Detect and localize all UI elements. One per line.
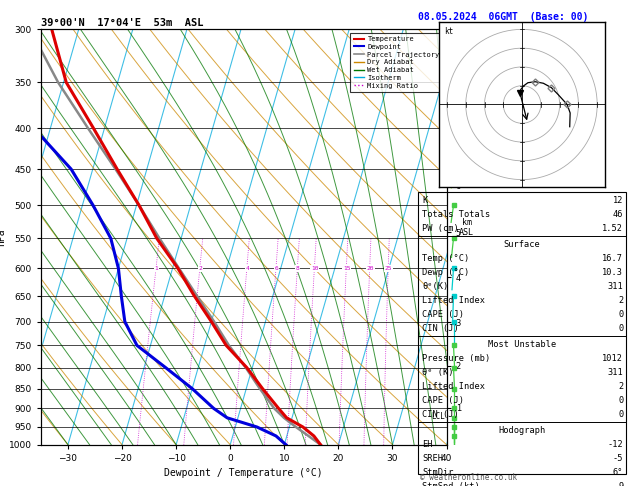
Text: Temp (°C): Temp (°C) xyxy=(422,254,469,263)
Text: 12: 12 xyxy=(613,196,623,205)
Text: Pressure (mb): Pressure (mb) xyxy=(422,354,491,363)
Text: 1.52: 1.52 xyxy=(603,225,623,233)
Text: CAPE (J): CAPE (J) xyxy=(422,397,464,405)
Text: 311: 311 xyxy=(608,368,623,377)
Text: 25: 25 xyxy=(385,266,392,271)
Text: 1: 1 xyxy=(155,266,159,271)
Text: 0: 0 xyxy=(618,397,623,405)
Text: 311: 311 xyxy=(608,282,623,291)
Text: 1012: 1012 xyxy=(603,354,623,363)
Text: 39°00'N  17°04'E  53m  ASL: 39°00'N 17°04'E 53m ASL xyxy=(41,18,203,28)
Text: 0: 0 xyxy=(618,311,623,319)
Text: StmSpd (kt): StmSpd (kt) xyxy=(422,482,480,486)
Text: SREH: SREH xyxy=(422,454,443,463)
Text: CAPE (J): CAPE (J) xyxy=(422,311,464,319)
Text: Hodograph: Hodograph xyxy=(498,426,546,435)
Text: 10.3: 10.3 xyxy=(603,268,623,277)
Text: 16.7: 16.7 xyxy=(603,254,623,263)
Text: 2: 2 xyxy=(618,382,623,391)
Text: 4: 4 xyxy=(245,266,249,271)
Text: 2: 2 xyxy=(198,266,202,271)
Text: CIN (J): CIN (J) xyxy=(422,325,459,333)
Text: θᵉ (K): θᵉ (K) xyxy=(422,368,454,377)
Text: 6°: 6° xyxy=(613,468,623,477)
Text: Dewp (°C): Dewp (°C) xyxy=(422,268,469,277)
Text: Lifted Index: Lifted Index xyxy=(422,382,485,391)
Text: © weatheronline.co.uk: © weatheronline.co.uk xyxy=(420,473,516,482)
Text: -5: -5 xyxy=(613,454,623,463)
Text: Most Unstable: Most Unstable xyxy=(488,340,556,349)
Text: EH: EH xyxy=(422,440,433,449)
Text: 2: 2 xyxy=(618,296,623,305)
Text: kt: kt xyxy=(445,27,454,36)
Text: PW (cm): PW (cm) xyxy=(422,225,459,233)
Legend: Temperature, Dewpoint, Parcel Trajectory, Dry Adiabat, Wet Adiabat, Isotherm, Mi: Temperature, Dewpoint, Parcel Trajectory… xyxy=(350,33,443,92)
Text: 0: 0 xyxy=(618,411,623,419)
Text: CIN (J): CIN (J) xyxy=(422,411,459,419)
Text: 10: 10 xyxy=(311,266,318,271)
Text: 9: 9 xyxy=(618,482,623,486)
Text: 15: 15 xyxy=(343,266,350,271)
Text: 6: 6 xyxy=(274,266,278,271)
Text: -12: -12 xyxy=(608,440,623,449)
Text: 08.05.2024  06GMT  (Base: 00): 08.05.2024 06GMT (Base: 00) xyxy=(418,12,589,22)
Y-axis label: km
ASL: km ASL xyxy=(459,218,474,237)
Text: θᵉ(K): θᵉ(K) xyxy=(422,282,448,291)
Text: 46: 46 xyxy=(613,210,623,219)
Text: Surface: Surface xyxy=(504,240,540,249)
Text: LCL: LCL xyxy=(431,412,445,421)
Text: 0: 0 xyxy=(618,325,623,333)
Text: 8: 8 xyxy=(296,266,299,271)
Text: StmDir: StmDir xyxy=(422,468,454,477)
Text: Totals Totals: Totals Totals xyxy=(422,210,491,219)
X-axis label: Dewpoint / Temperature (°C): Dewpoint / Temperature (°C) xyxy=(164,469,323,478)
Y-axis label: hPa: hPa xyxy=(0,228,6,246)
Text: 20: 20 xyxy=(366,266,374,271)
Text: Lifted Index: Lifted Index xyxy=(422,296,485,305)
Text: K: K xyxy=(422,196,427,205)
